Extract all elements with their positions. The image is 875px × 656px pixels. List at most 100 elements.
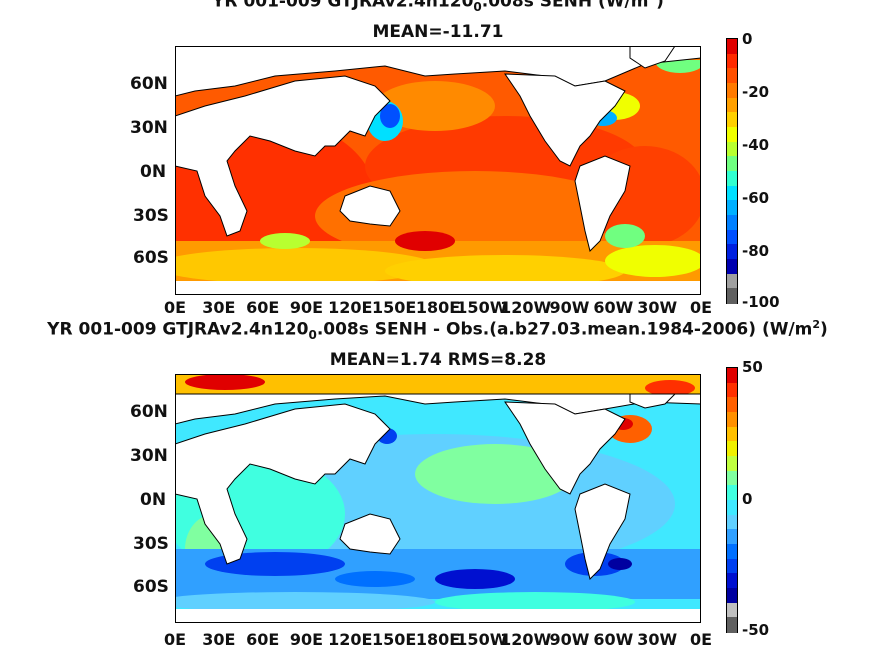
panel2-colorbar [726,367,738,633]
panel1-lat-30n: 30N [130,118,168,138]
panel2-title-end: ) [820,319,828,340]
panel2-lon-tick-4: 120E [328,630,373,649]
panel2-cb-swatch-7 [727,470,737,486]
panel1-cb-tick-3: -60 [742,189,770,207]
panel1-cb-swatch-17 [727,288,737,304]
panel2-cb-swatch-16 [727,602,737,618]
panel2-lon-tick-12: 0E [689,630,713,649]
panel1-cb-tick-1: -20 [742,83,770,101]
panel2-lon-tick-9: 90W [549,630,590,649]
panel1-title: YR 001-009 GTJRAv2.4n1200.008s SENH (W/m… [175,0,701,14]
panel1-title-end: ) [656,0,664,12]
panel2-lat-60s: 60S [133,577,169,597]
panel2-cb-swatch-6 [727,456,737,472]
panel1-lon-tick-3: 90E [289,298,324,317]
panel1-cb-tick-2: -40 [742,136,770,154]
panel2-stat-line: MEAN=1.74 RMS=8.28 [329,350,547,370]
panel1-cb-swatch-2 [727,68,737,84]
panel1-cb-tick-4: -80 [742,242,770,260]
panel1-title-main: YR 001-009 GTJRAv2.4n120 [212,0,474,12]
panel1-cb-swatch-14 [727,244,737,260]
panel1-map [175,46,701,295]
panel2-lon-tick-7: 150W [456,630,508,649]
panel2-cb-tick-2: -50 [742,621,770,639]
panel2-lon-tick-6: 180E [415,630,461,649]
panel2-cb-swatch-2 [727,397,737,413]
panel1-lon-tick-12: 0E [689,298,713,317]
panel2-lon-tick-3: 90E [289,630,324,649]
panel2-cb-swatch-9 [727,500,737,516]
panel1-lon-tick-4: 120E [328,298,373,317]
panel1-cb-tick-5: -100 [742,293,780,311]
panel1-cb-swatch-1 [727,53,737,69]
panel2-cb-tick-1: 0 [742,490,753,508]
panel2-lat-30s: 30S [133,534,169,554]
panel2-lon-tick-2: 60E [246,630,280,649]
panel1-cb-swatch-6 [727,127,737,143]
panel1-cb-swatch-9 [727,171,737,187]
panel2-map [175,374,701,623]
panel2-cb-swatch-8 [727,485,737,501]
panel1-lon-tick-8: 120W [500,298,552,317]
panel1-cb-tick-0: 0 [742,30,753,48]
panel1-cb-swatch-0 [727,39,737,55]
panel1-cb-swatch-13 [727,229,737,245]
panel2-cb-swatch-14 [727,573,737,589]
panel2-cb-swatch-0 [727,368,737,384]
panel2-title-main: YR 001-009 GTJRAv2.4n120 [47,319,309,340]
panel2-frame [175,374,701,623]
panel2-field-patches [175,374,701,612]
panel1-lon-labels: 0E 30E 60E 90E 120E 150E 180E 150W 120W 90W 60W 30W… [0,298,875,320]
panel2-cb-swatch-11 [727,529,737,545]
panel1-lat-30s: 30S [133,206,169,226]
panel1-cb-swatch-12 [727,215,737,231]
panel2-lon-tick-1: 30E [202,630,236,649]
panel1-colorbar [726,38,738,304]
panel1-lon-tick-7: 150W [456,298,508,317]
panel1-lat-60s: 60S [133,248,169,268]
panel1-cb-swatch-5 [727,112,737,128]
panel1-frame [175,46,701,295]
panel1-lon-tick-2: 60E [246,298,280,317]
panel1-title-sub: 0 [473,0,482,15]
panel2-lat-0n: 0N [140,490,167,510]
panel1-lat-60n: 60N [130,74,168,94]
panel2-title-sup: 2 [812,318,821,331]
panel2-cb-swatch-1 [727,382,737,398]
panel1-cb-swatch-8 [727,156,737,172]
panel1-cb-swatch-4 [727,97,737,113]
panel2-lon-tick-0: 0E [163,630,187,649]
panel2-cb-swatch-5 [727,441,737,457]
panel1-cb-swatch-11 [727,200,737,216]
panel1-land [175,46,701,295]
panel1-lat-0n: 0N [140,162,167,182]
panel2-cb-swatch-4 [727,426,737,442]
panel2-lat-30n: 30N [130,446,168,466]
panel1-lon-tick-5: 150E [372,298,417,317]
panel2-cb-tick-0: 50 [742,358,763,376]
panel2-lon-labels: 0E 30E 60E 90E 120E 150E 180E 150W 120W 90W 60W 30W… [0,630,875,652]
panel1-lon-tick-6: 180E [415,298,461,317]
panel2-lon-tick-10: 60W [593,630,634,649]
panel1-lon-tick-0: 0E [163,298,187,317]
panel1-lon-tick-10: 60W [593,298,634,317]
panel2-title-tail: .008s SENH - Obs.(a.b27.03.mean.1984-200… [316,319,813,340]
panel2-cb-swatch-13 [727,558,737,574]
panel2-lat-60n: 60N [130,402,168,422]
panel1-title-tail: .008s SENH (W/m [481,0,649,12]
panel1-title-sup: 2 [648,0,656,3]
panel2-cb-swatch-10 [727,514,737,530]
panel1-cb-swatch-7 [727,141,737,157]
panel2-cb-swatch-12 [727,544,737,560]
panel2-title-sub: 0 [308,328,317,343]
panel2-cb-swatch-17 [727,617,737,633]
panel1-lon-tick-9: 90W [549,298,590,317]
panel2-lon-tick-8: 120W [500,630,552,649]
panel1-cb-swatch-3 [727,83,737,99]
panel1-lon-tick-11: 30W [637,298,678,317]
panel1-lon-tick-1: 30E [202,298,236,317]
panel1-cb-swatch-15 [727,259,737,275]
panel1-cb-swatch-10 [727,185,737,201]
panel2-cb-swatch-3 [727,412,737,428]
panel2-lon-tick-5: 150E [372,630,417,649]
